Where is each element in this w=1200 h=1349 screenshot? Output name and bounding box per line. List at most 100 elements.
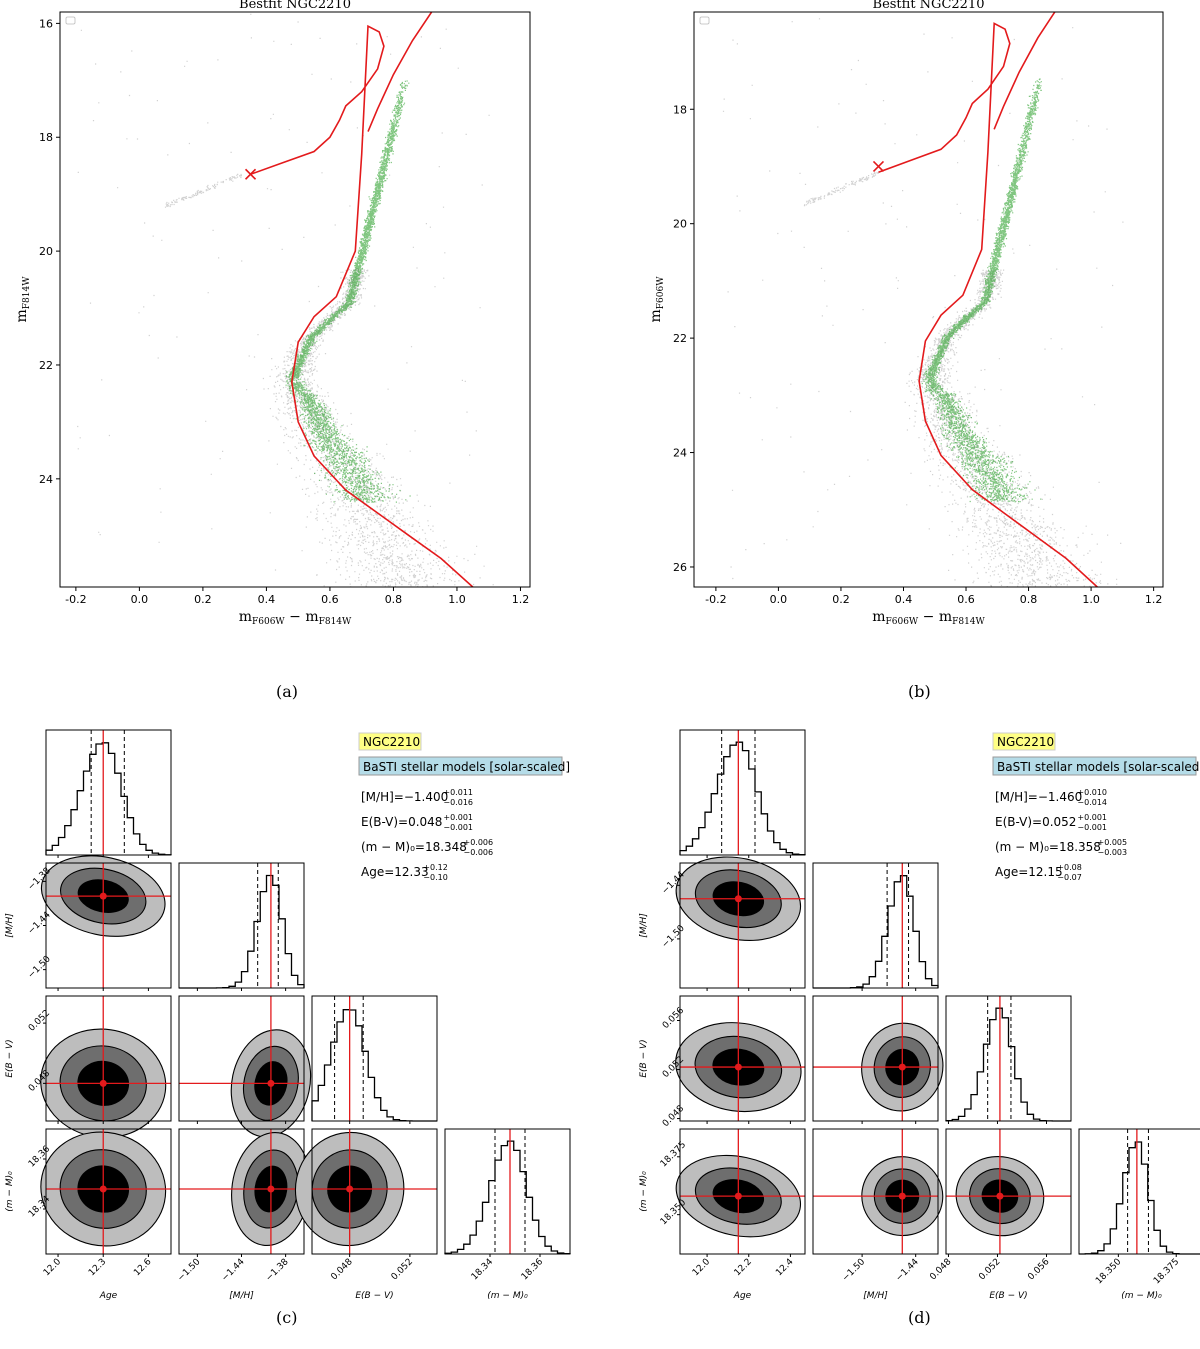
x-tick-label: 0.6 — [321, 593, 339, 606]
x-axis-label: E(B − V) — [355, 1291, 393, 1301]
x-tick-label: 18.34 — [470, 1257, 495, 1282]
selected-stars — [918, 78, 1042, 503]
result-lower-2: −0.003 — [1098, 848, 1128, 857]
y-axis-label: mF606W — [648, 276, 666, 323]
result-2: (m − M)₀=18.358 — [995, 840, 1101, 854]
bestfit-point — [99, 1079, 107, 1087]
cluster-badge — [992, 732, 1056, 751]
histogram-3: 18.350 18.375 (m − M)₀ — [1078, 1128, 1200, 1301]
legend-box — [65, 16, 76, 25]
x-tick-label: 0.2 — [832, 593, 850, 606]
x-axis-label: E(B − V) — [989, 1291, 1027, 1301]
cell-frame — [945, 1128, 1072, 1255]
x-tick-label: 0.8 — [385, 593, 403, 606]
histogram-steps — [45, 742, 172, 856]
histogram-3: 18.34 18.36 (m − M)₀ — [444, 1128, 571, 1301]
x-tick-label: −1.50 — [841, 1257, 868, 1284]
histogram-steps — [179, 874, 305, 989]
caption-b: (b) — [908, 682, 931, 701]
bestfit-point — [346, 1185, 354, 1193]
x-tick-label: 0.052 — [390, 1257, 415, 1282]
x-tick-label: 12.4 — [774, 1257, 795, 1278]
y-tick-label: −1.50 — [660, 923, 687, 950]
result-lower-2: −0.006 — [464, 848, 494, 857]
histogram-2 — [945, 995, 1072, 1124]
x-tick-label: 1.2 — [1145, 593, 1163, 606]
cluster-name: NGC2210 — [363, 735, 420, 749]
cell-frame — [679, 995, 806, 1122]
x-tick-label: −1.44 — [894, 1257, 921, 1284]
result-lower-3: −0.07 — [1057, 873, 1082, 882]
field-stars — [77, 13, 494, 587]
cell-frame — [45, 1128, 172, 1255]
x-tick-label: −1.38 — [264, 1257, 291, 1284]
selected-stars — [285, 80, 411, 503]
bestfit-point — [898, 1192, 906, 1200]
x-tick-label: 0.6 — [957, 593, 975, 606]
cell-frame — [45, 995, 172, 1122]
result-3: Age=12.33 — [361, 865, 429, 879]
histogram-0 — [679, 729, 806, 858]
isochrone-agb-line — [367, 12, 433, 132]
x-tick-label: 12.2 — [733, 1257, 754, 1278]
histogram-steps — [679, 741, 806, 856]
bestfit-point — [267, 1079, 275, 1087]
cmd-points — [722, 12, 1124, 587]
y-tick-label: 0.056 — [661, 1006, 686, 1031]
histogram-1 — [812, 862, 939, 991]
x-axis-label: (m − M)₀ — [487, 1291, 528, 1301]
plot-frame — [59, 11, 531, 588]
y-tick-label: 22 — [39, 359, 53, 372]
contour-3-1: −1.50 −1.44 −1.38 [M/H] — [176, 1128, 311, 1301]
bestfit-point — [99, 1185, 107, 1193]
x-tick-label: 0.056 — [1026, 1257, 1051, 1282]
result-upper-2: +0.005 — [1098, 838, 1128, 847]
result-lower-3: −0.10 — [423, 873, 448, 882]
corner-plot-2: −1.50 −1.44 −1.38 [M/H] 0.048 0.052 E(B − V) 12… — [5, 729, 571, 1301]
y-tick-label: 20 — [673, 218, 687, 231]
plot-frame — [693, 11, 1164, 588]
y-tick-label: 18 — [39, 131, 53, 144]
contour-1-0: −1.50−1.44−1.38[M/H] — [5, 855, 172, 991]
y-tick-label: 16 — [39, 17, 53, 30]
isochrone-agb-line — [993, 12, 1056, 130]
bestfit-point — [734, 1192, 742, 1200]
result-upper-3: +0.12 — [423, 863, 448, 872]
cluster-badge — [358, 732, 422, 751]
histogram-steps — [1079, 1141, 1200, 1255]
y-tick-label: −1.44 — [26, 910, 53, 937]
contour-1-0: −1.50−1.44[M/H] — [639, 856, 806, 991]
y-tick-label: 18.375 — [659, 1140, 688, 1169]
cmd-panel-0: -0.2 0.0 0.2 0.4 0.6 0.8 1.0 1.2 16 18 20 22 24 Bestf… — [14, 0, 531, 627]
histogram-steps — [311, 1009, 437, 1122]
x-axis-label: [M/H] — [863, 1291, 888, 1301]
hb-marker — [244, 168, 257, 180]
y-axis-label: E(B − V) — [639, 1039, 649, 1077]
result-1: E(B-V)=0.052 — [995, 815, 1076, 829]
y-axis-label: [M/H] — [639, 913, 649, 938]
result-3: Age=12.15 — [995, 865, 1063, 879]
x-tick-label: 12.0 — [42, 1257, 63, 1278]
contour-3-2: 0.048 0.052 E(B − V) — [294, 1128, 438, 1301]
result-upper-1: +0.001 — [1077, 813, 1107, 822]
cell-frame — [1078, 1128, 1200, 1255]
x-axis-label: mF606W − mF814W — [872, 609, 985, 627]
y-tick-label: 22 — [673, 332, 687, 345]
histogram-0 — [45, 729, 172, 858]
cluster-name: NGC2210 — [997, 735, 1054, 749]
result-2: (m − M)₀=18.348 — [361, 840, 467, 854]
x-tick-label: 0.052 — [977, 1257, 1002, 1282]
y-axis-label: mF814W — [14, 276, 32, 323]
result-1: E(B-V)=0.048 — [361, 815, 442, 829]
y-tick-label: 18 — [673, 103, 687, 116]
bestfit-point — [734, 895, 742, 903]
cell-frame — [812, 1128, 939, 1255]
result-lower-0: −0.014 — [1077, 798, 1107, 807]
result-upper-1: +0.001 — [443, 813, 473, 822]
histogram-1 — [178, 862, 305, 991]
cell-frame — [679, 1128, 806, 1255]
